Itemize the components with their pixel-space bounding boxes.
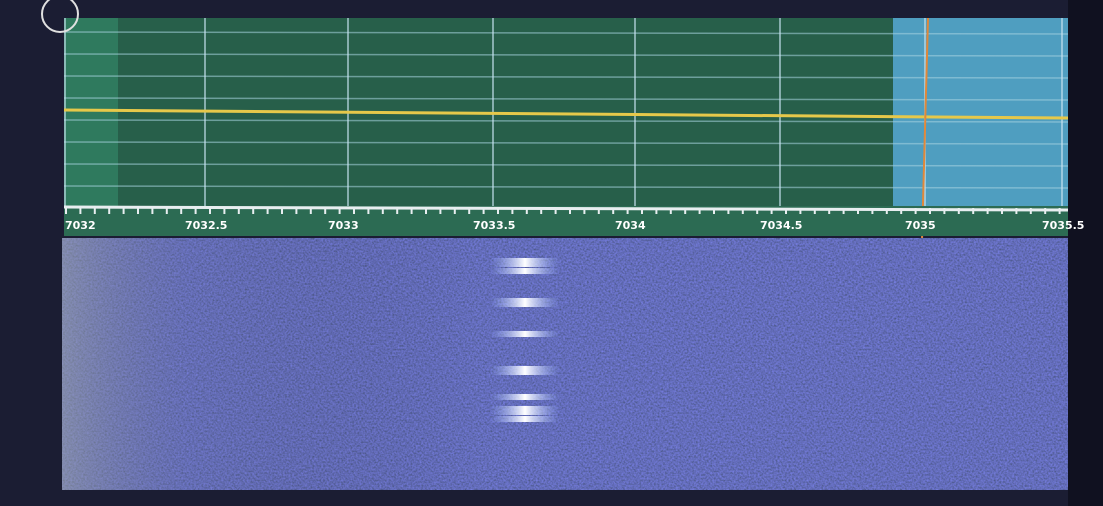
- highlight-region: [893, 18, 1068, 206]
- scale-label: 7035.5: [1042, 219, 1084, 232]
- waterfall-fade: [62, 238, 482, 490]
- scale-label: 7032: [65, 219, 96, 232]
- cw-dash: [490, 416, 560, 422]
- sdr-display: 7032 7032.5 7033 7033.5 7034 7034.5 7035 7035.5: [0, 0, 1103, 506]
- scale-label: 7034: [615, 219, 646, 232]
- cw-dash: [490, 331, 560, 337]
- cw-dash: [490, 366, 560, 375]
- right-bezel: [1068, 0, 1103, 506]
- cw-dash: [490, 268, 560, 274]
- cw-dash: [490, 258, 560, 267]
- scale-label: 7033.5: [473, 219, 515, 232]
- scale-label: 7033: [328, 219, 359, 232]
- cw-dash: [490, 406, 560, 415]
- page: {"frequency_scale": {"labels": ["7032", …: [0, 0, 1103, 506]
- scale-label: 7032.5: [185, 219, 227, 232]
- cw-dash: [490, 394, 560, 400]
- scale-label: 7035: [905, 219, 936, 232]
- scale-label: 7034.5: [760, 219, 802, 232]
- cw-dash: [490, 298, 560, 307]
